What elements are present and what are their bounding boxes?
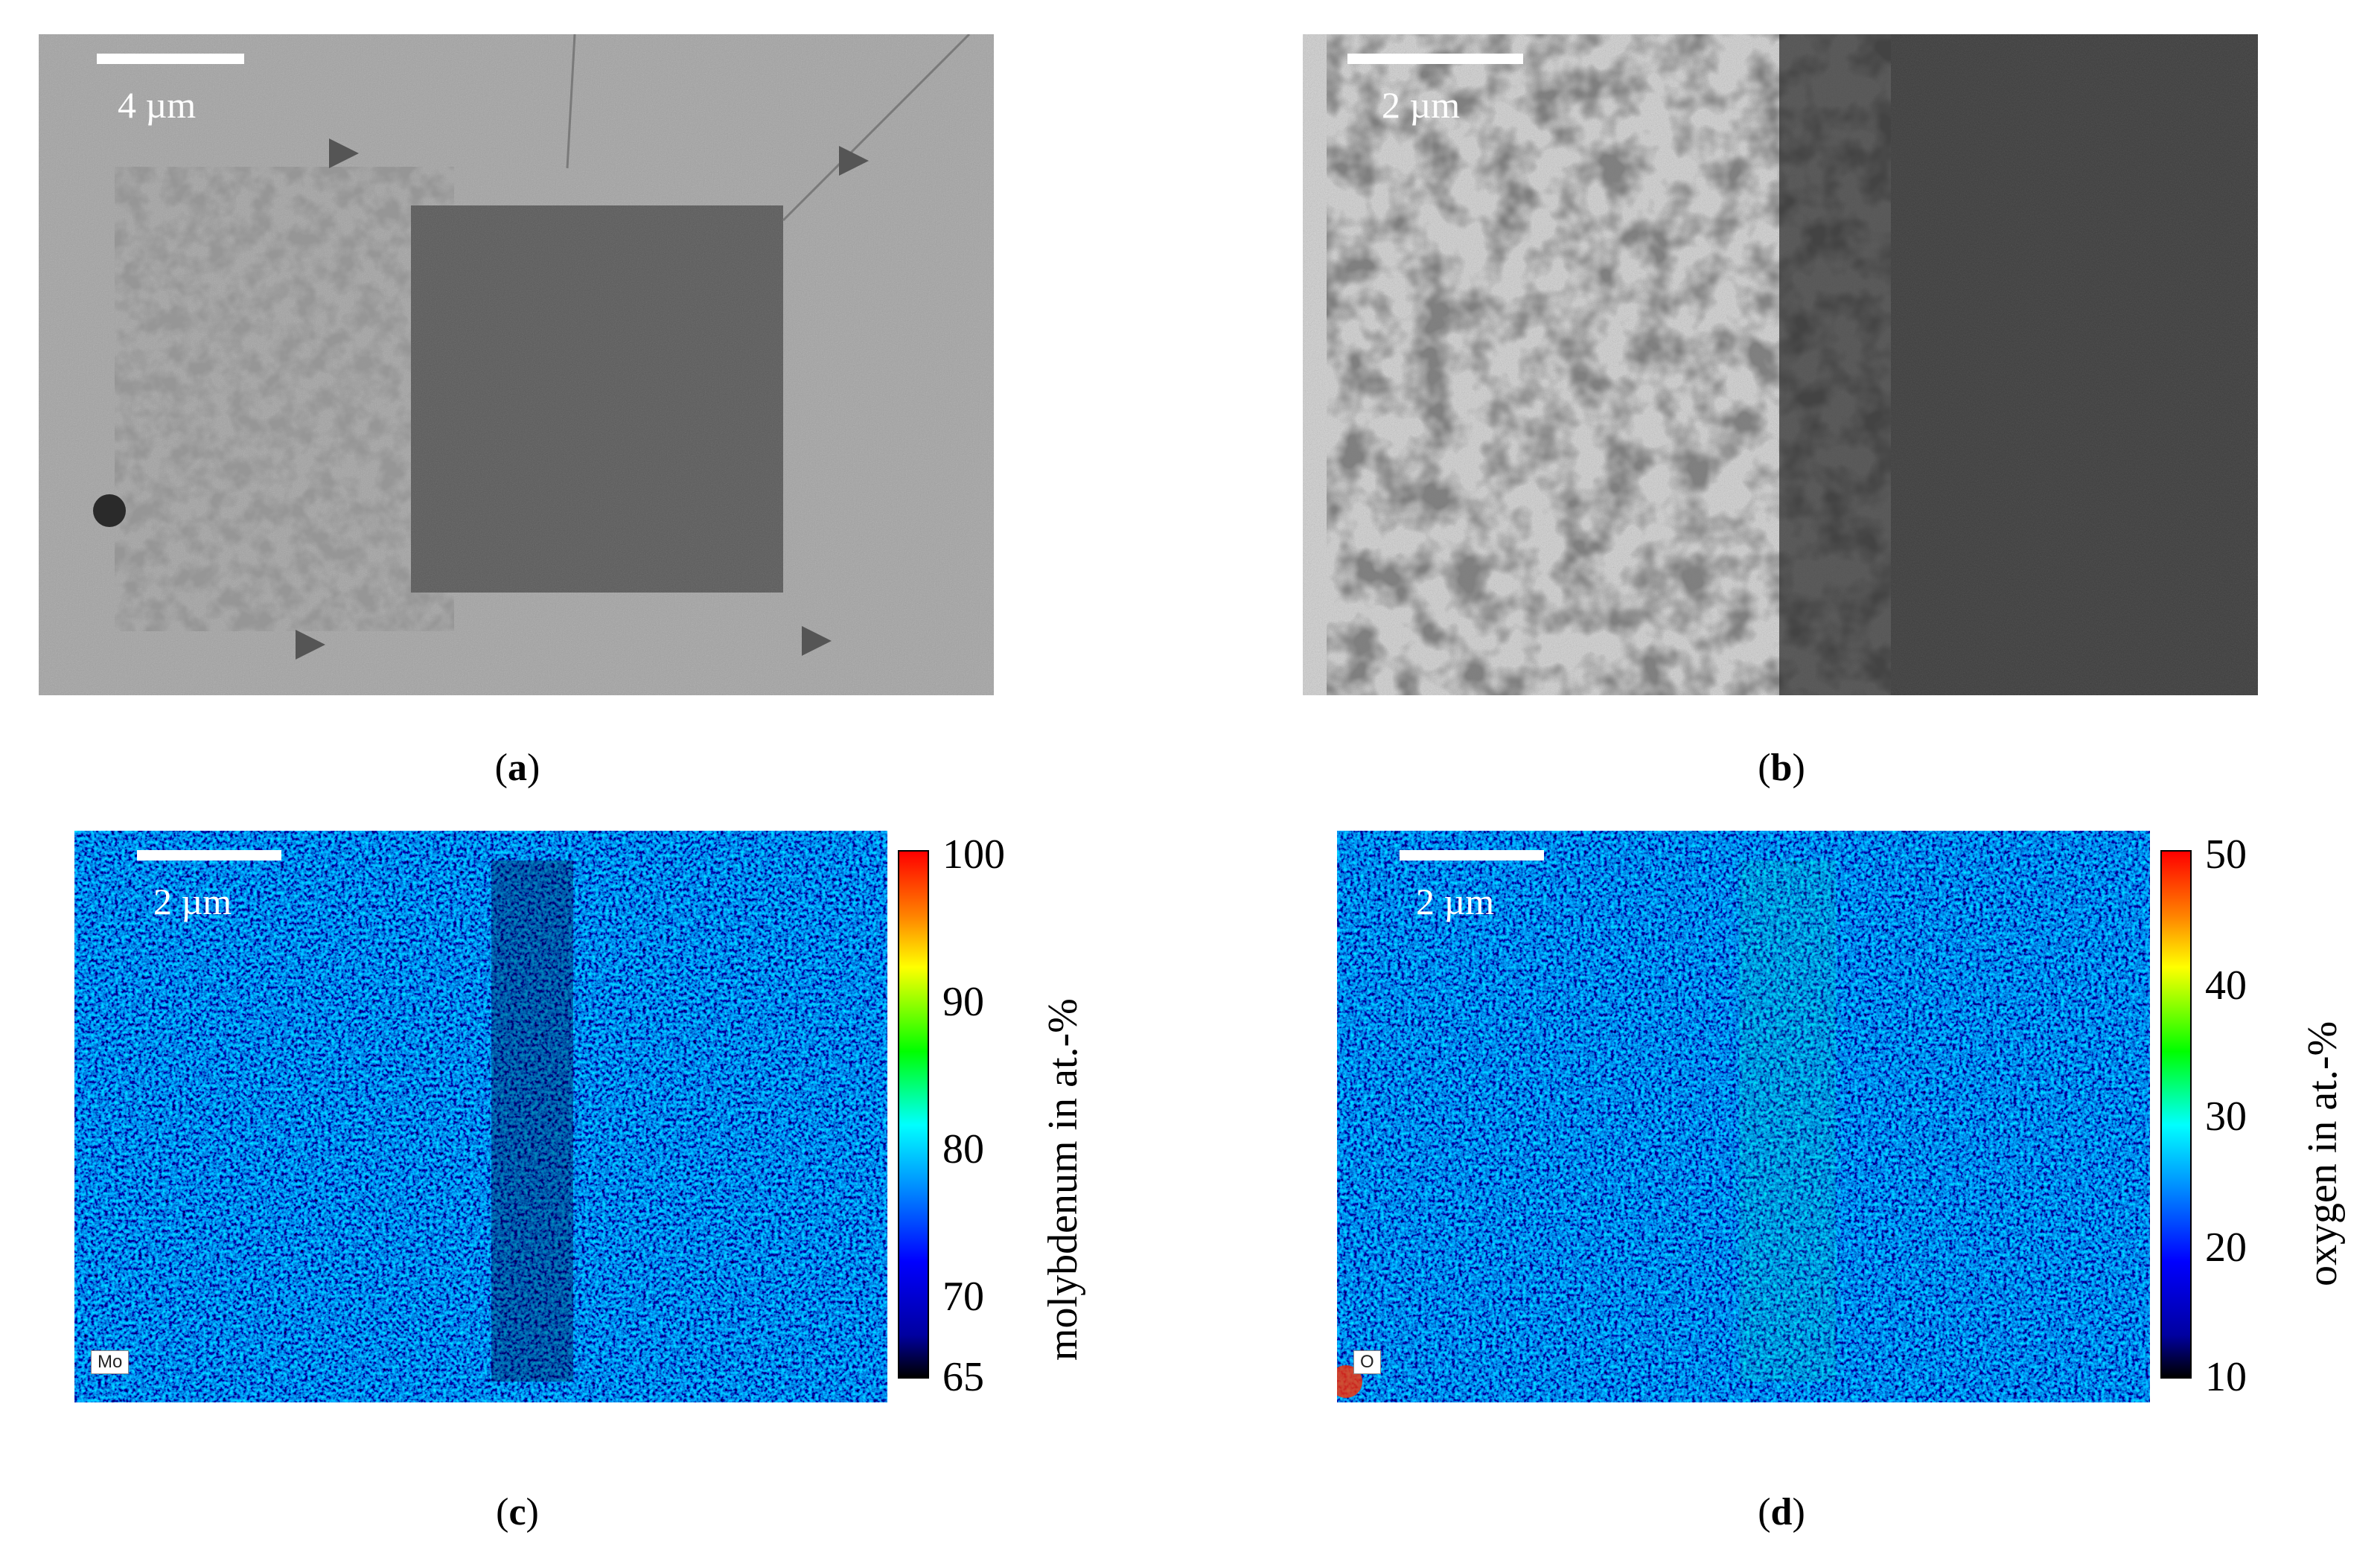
caption-b: (b)	[1758, 747, 1805, 789]
scale-bar-label-b: 2 µm	[1382, 84, 1461, 126]
colorbar-c-tick-70: 70	[942, 1274, 984, 1320]
scale-bar-d	[1400, 850, 1544, 861]
colorbar-d-tick-10: 10	[2205, 1354, 2247, 1400]
colorbar-c-tick-80: 80	[942, 1126, 984, 1172]
colorbar-c-title: molybdenum in at.-%	[1040, 998, 1086, 1361]
caption-c: (c)	[496, 1491, 539, 1533]
element-label-o: O	[1353, 1350, 1381, 1375]
edx-map-c	[74, 831, 887, 1402]
colorbar-d-tick-20: 20	[2205, 1225, 2247, 1271]
element-label-mo: Mo	[91, 1350, 130, 1375]
colorbar-c-tick-90: 90	[942, 979, 984, 1025]
sem-image-a	[39, 34, 994, 695]
scale-bar-label-a: 4 µm	[118, 84, 197, 126]
scale-bar-b	[1347, 54, 1523, 64]
colorbar-d	[2160, 850, 2192, 1379]
colorbar-c-tick-65: 65	[942, 1354, 984, 1400]
scale-bar-label-c: 2 µm	[153, 881, 232, 922]
scale-bar-a	[97, 54, 244, 64]
edx-map-d	[1337, 831, 2150, 1402]
colorbar-d-tick-30: 30	[2205, 1094, 2247, 1140]
colorbar-d-title: oxygen in at.-%	[2300, 1021, 2346, 1286]
colorbar-d-tick-50: 50	[2205, 831, 2247, 878]
colorbar-d-tick-40: 40	[2205, 962, 2247, 1009]
caption-d: (d)	[1758, 1491, 1805, 1533]
caption-a: (a)	[494, 747, 540, 789]
scale-bar-c	[137, 850, 281, 861]
scale-bar-label-d: 2 µm	[1416, 881, 1495, 922]
sem-image-b	[1303, 34, 2258, 695]
colorbar-c	[898, 850, 929, 1379]
colorbar-c-tick-100: 100	[942, 831, 1005, 878]
